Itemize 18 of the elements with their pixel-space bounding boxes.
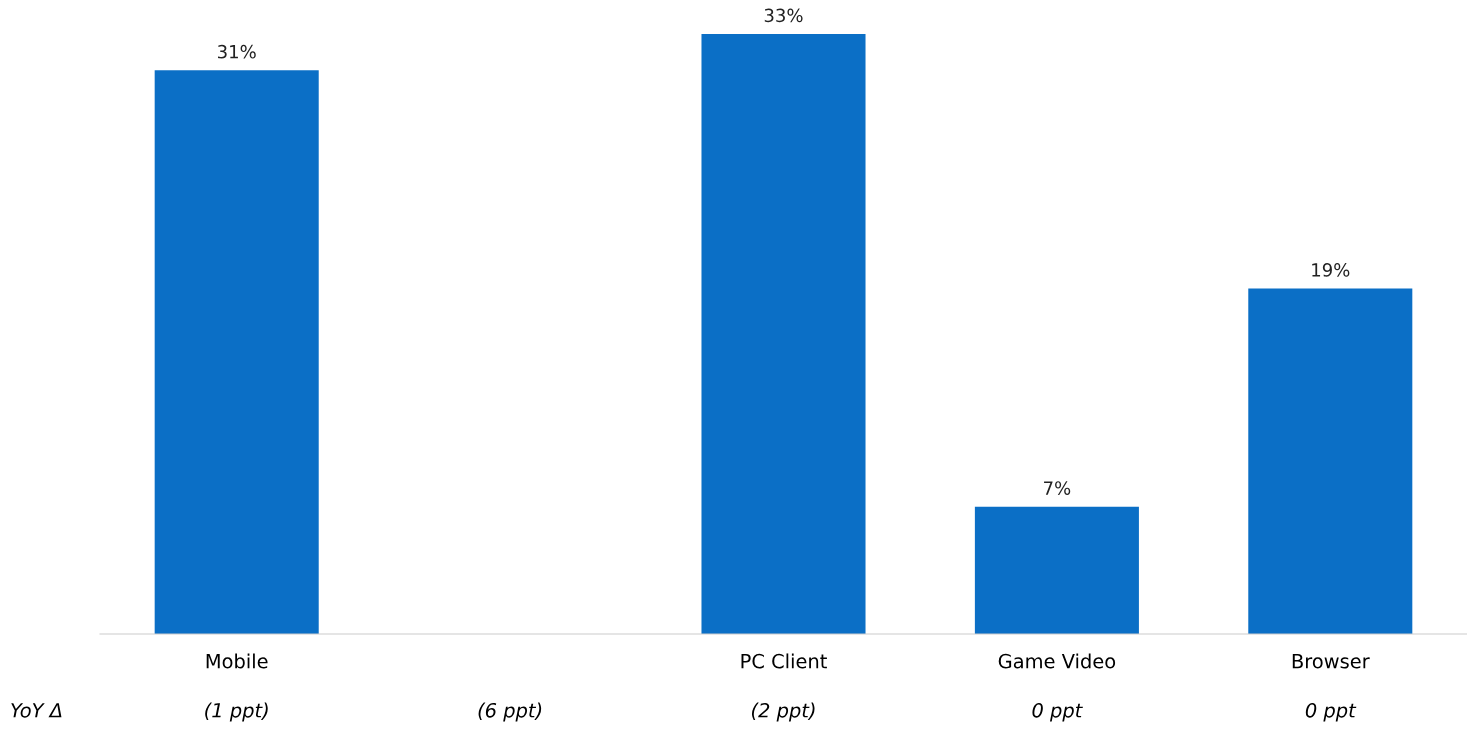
text: (6 ppt) (478, 702, 542, 722)
x-tick-label: Mobile (206, 653, 268, 669)
data-label: 19% (1312, 263, 1350, 277)
data-label: 31% (218, 44, 256, 59)
bar (974, 506, 1139, 634)
data-label: 7% (1044, 481, 1071, 495)
text: 0 ppt (1032, 702, 1083, 722)
bar (701, 34, 866, 634)
x-tick-label: PC Client (741, 653, 827, 669)
x-tick-label: Browser (1292, 654, 1370, 669)
bar (1248, 288, 1413, 634)
text: (2 ppt) (751, 702, 815, 722)
bar (154, 70, 319, 634)
x-tick-label: Game Video (998, 653, 1116, 669)
data-label: 33% (764, 8, 803, 23)
text: YoY Δ (11, 703, 62, 718)
text: (1 ppt) (205, 702, 268, 722)
text: 0 ppt (1305, 702, 1357, 722)
